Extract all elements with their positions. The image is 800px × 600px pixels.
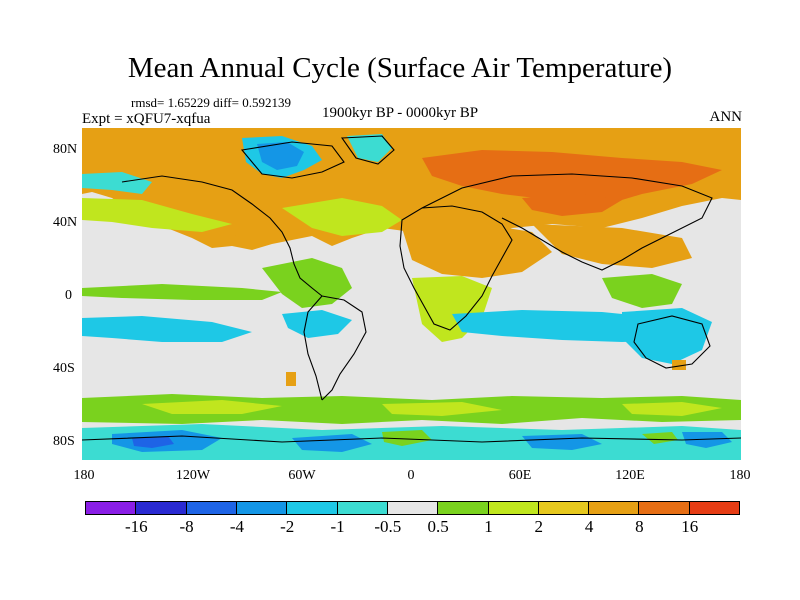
lon-label-120e: 120E — [615, 468, 645, 483]
lon-label-120w: 120W — [175, 468, 211, 483]
colorbar-tick-label: 1 — [484, 517, 493, 536]
period-label: 1900kyr BP - 0000kyr BP — [322, 105, 479, 121]
lon-label-180-left: 180 — [73, 468, 95, 483]
colorbar-tick-label: 4 — [584, 517, 594, 536]
colorbar-cell — [185, 501, 237, 515]
colorbar-tick-label: -0.5 — [374, 517, 402, 536]
antarctic-cool-extreme — [132, 436, 174, 448]
coastlines — [82, 135, 741, 443]
patagonia-warm-spot — [286, 372, 296, 386]
north-pacific-light — [82, 198, 232, 232]
colorbar — [85, 501, 741, 515]
colorbar-tick-label: 16 — [681, 517, 699, 536]
lat-label-80s: 80S — [53, 434, 75, 449]
stats-text: rmsd= 1.65229 diff= 0.592139 — [131, 95, 291, 110]
southern-ocean-yellow — [142, 400, 722, 416]
antarctic-cool-strong — [112, 430, 732, 452]
lat-label-80n: 80N — [53, 142, 78, 157]
colorbar-tick-label: -1 — [330, 517, 345, 536]
temperature-anomaly-map — [82, 128, 741, 460]
experiment-label: Expt = xQFU7-xqfua — [82, 111, 211, 127]
north-pacific-cool — [82, 172, 152, 194]
colorbar-cell — [437, 501, 489, 515]
colorbar-cell — [688, 501, 741, 515]
colorbar-cell — [537, 501, 590, 515]
tropical-atlantic-light — [262, 258, 352, 308]
lon-label-60e: 60E — [508, 468, 532, 483]
colorbar-cell — [135, 501, 187, 515]
canadian-archipelago-strong-cool — [257, 142, 304, 170]
maritime-continent-light — [602, 274, 682, 308]
greenland-cool — [347, 134, 392, 162]
colorbar-tick-label: 8 — [635, 517, 644, 536]
south-pacific-cool — [82, 316, 252, 342]
colorbar-cell — [336, 501, 388, 515]
colorbar-cell — [85, 501, 137, 515]
colorbar-tick-label: -4 — [229, 517, 245, 536]
north-africa-warm — [402, 224, 552, 278]
north-america-warm-region — [102, 168, 332, 240]
colorbar-cell — [286, 501, 338, 515]
colorbar-cell — [487, 501, 539, 515]
colorbar-cell — [588, 501, 640, 515]
north-atlantic-light — [282, 198, 402, 236]
colorbar-cell — [235, 501, 288, 515]
lat-label-0: 0 — [65, 288, 72, 303]
colorbar-cell — [638, 501, 690, 515]
antarctic-warm-patches — [382, 430, 678, 446]
colorbar-cell — [386, 501, 439, 515]
south-atlantic-cool — [282, 310, 352, 338]
lat-label-40s: 40S — [53, 361, 75, 376]
season-label: ANN — [709, 109, 743, 125]
map-panel — [82, 128, 741, 460]
tropical-pacific-light — [82, 284, 282, 300]
colorbar-tick-label: -8 — [179, 517, 194, 536]
plot-title: Mean Annual Cycle (Surface Air Temperatu… — [127, 52, 673, 84]
lon-label-180-right: 180 — [729, 468, 751, 483]
lat-label-40n: 40N — [53, 215, 78, 230]
asia-warm — [532, 224, 692, 268]
colorbar-tick-label: -16 — [124, 517, 148, 536]
lon-label-60w: 60W — [288, 468, 316, 483]
colorbar-tick-label: 0.5 — [427, 517, 449, 536]
colorbar-tick-label: 2 — [534, 517, 544, 536]
lon-label-0: 0 — [407, 468, 415, 483]
colorbar-tick-label: -2 — [280, 517, 295, 536]
arctic-hot-region — [422, 150, 722, 206]
australia-warm-spot — [672, 360, 686, 370]
eurasia-hot-region — [522, 194, 622, 216]
